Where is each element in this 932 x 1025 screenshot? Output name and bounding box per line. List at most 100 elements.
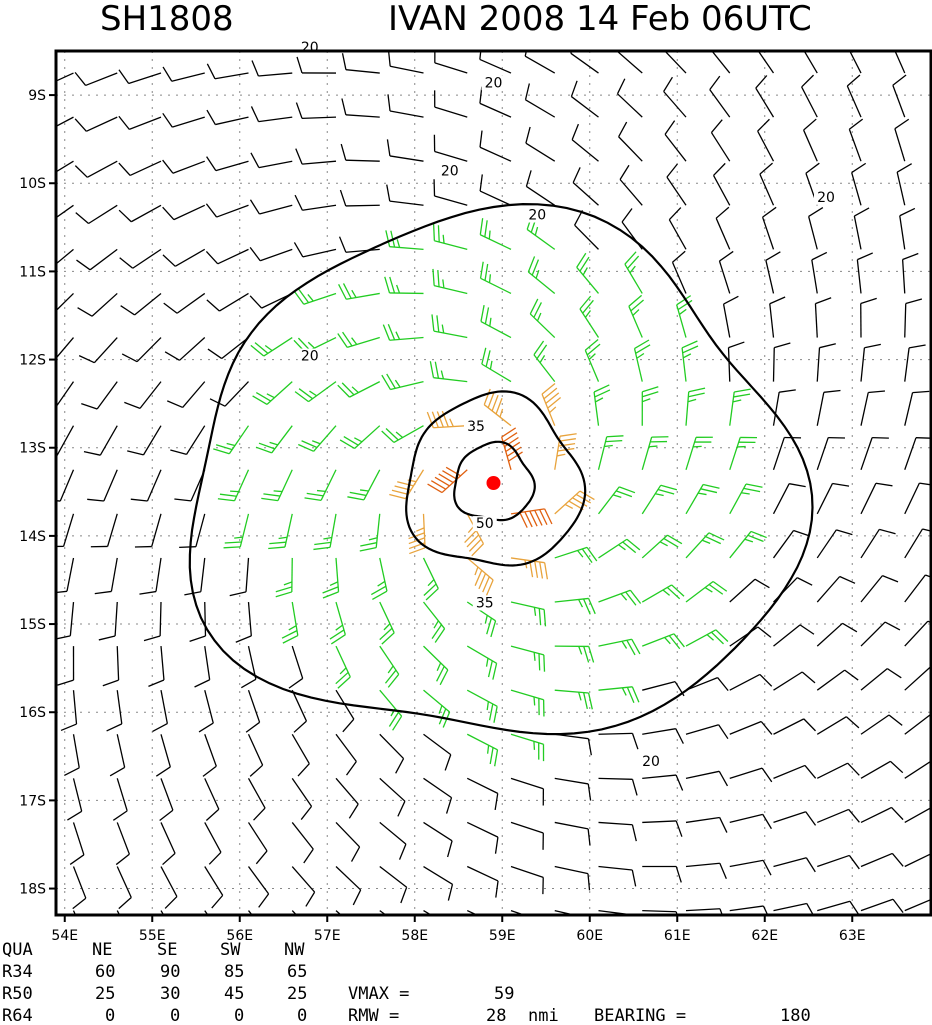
wind-barb <box>849 51 862 74</box>
wind-barb <box>642 865 682 883</box>
wind-barb <box>773 671 816 691</box>
wind-barb <box>205 248 249 265</box>
x-tick-label: 58E <box>401 928 428 944</box>
wind-barb <box>598 638 641 656</box>
wind-barb <box>423 645 449 686</box>
wind-barb <box>160 822 176 866</box>
wind-barb <box>56 248 74 265</box>
wind-barb <box>685 580 728 603</box>
wind-barb <box>268 513 293 550</box>
wind-barb <box>904 298 923 338</box>
wind-barb <box>572 167 599 206</box>
wind-barb <box>816 389 841 426</box>
wind-barb <box>338 283 380 300</box>
wind-barb <box>296 56 337 74</box>
wind-barb <box>554 733 592 756</box>
contour-50 <box>453 440 536 522</box>
wind-barb <box>116 910 121 915</box>
wind-barb <box>121 337 162 363</box>
wind-barb <box>434 51 468 74</box>
row-r64-sw: 0 <box>234 1006 244 1025</box>
wind-barb <box>109 734 126 777</box>
wind-barb <box>579 295 600 338</box>
wind-barb <box>56 160 74 173</box>
wind-barb <box>139 557 162 595</box>
wind-barb <box>510 821 544 850</box>
wind-barb <box>118 115 162 130</box>
contour-label: 20 <box>642 754 660 770</box>
row-r64-ne: 0 <box>105 1006 115 1025</box>
contour-label-bg <box>639 754 663 770</box>
wind-barb <box>817 854 860 870</box>
wind-barb <box>904 482 931 515</box>
wind-barb <box>422 557 439 601</box>
x-tick-label: 61E <box>664 928 691 944</box>
wind-barb <box>162 66 205 82</box>
wind-barb <box>641 484 678 515</box>
wind-barb <box>904 713 931 735</box>
storm-center-marker <box>486 476 501 490</box>
wind-barb <box>904 528 931 559</box>
wind-barb <box>213 425 250 455</box>
wind-barb <box>432 223 468 250</box>
wind-barb <box>773 624 815 647</box>
wind-barb <box>162 159 205 174</box>
wind-barb <box>148 646 165 687</box>
wind-barb <box>240 645 257 689</box>
wind-barb <box>685 436 713 470</box>
plot-area: 20 20 20 20 20 20 20 35 35 50 54E 55E 56E 57E 58E 59E 6… <box>19 40 932 944</box>
wind-barb <box>481 347 512 383</box>
wind-barb <box>642 728 684 744</box>
contour-label: 20 <box>301 40 319 56</box>
wind-barb <box>641 436 669 470</box>
wind-barb <box>431 314 468 339</box>
wind-barb <box>899 207 916 250</box>
wind-barb <box>247 822 268 865</box>
wind-barb <box>856 252 874 294</box>
wind-barb <box>164 337 206 361</box>
wind-barb <box>184 557 206 596</box>
wind-barb <box>598 732 639 750</box>
wind-barb <box>642 820 683 837</box>
wind-barb <box>570 51 599 74</box>
wind-barb <box>337 381 381 398</box>
wind-barb <box>904 760 931 779</box>
wind-barb <box>811 251 828 294</box>
wind-barb <box>598 865 637 887</box>
contour-label-bg <box>464 419 488 435</box>
wind-barb <box>479 130 512 162</box>
wind-barb <box>247 866 270 908</box>
wind-barb <box>729 767 773 783</box>
x-tick-label: 62E <box>751 928 778 944</box>
wind-barb <box>816 762 860 779</box>
wind-barb <box>685 483 720 515</box>
wind-barb <box>642 774 684 791</box>
wind-barb <box>685 629 729 647</box>
wind-barb <box>341 53 380 74</box>
wind-barb <box>619 164 643 206</box>
wind-barb <box>74 71 118 87</box>
wind-barb <box>294 194 337 211</box>
rmw-value: 28 <box>486 1006 506 1025</box>
contour-label: 20 <box>528 208 546 224</box>
wind-barb <box>510 733 545 762</box>
contour-label: 20 <box>817 190 835 206</box>
wind-barb <box>773 764 817 779</box>
wind-barb <box>598 538 641 559</box>
wind-barb <box>663 76 687 118</box>
wind-barb <box>584 338 601 382</box>
wind-barb <box>642 633 685 650</box>
plot-frame <box>54 49 932 917</box>
contour-label-bg <box>297 348 322 364</box>
contour-label-bg <box>437 163 462 179</box>
y-tick-label: 17S <box>19 793 46 809</box>
wind-barb <box>816 482 850 515</box>
wind-barb <box>773 857 816 873</box>
wind-barb <box>189 602 207 642</box>
wind-barb <box>130 469 162 502</box>
vmax-value: 59 <box>494 984 514 1004</box>
wind-barb <box>853 207 870 250</box>
wind-barb <box>56 292 74 312</box>
wind-barb <box>759 162 775 206</box>
storm-time-title: IVAN 2008 14 Feb 06UTC <box>388 0 812 39</box>
